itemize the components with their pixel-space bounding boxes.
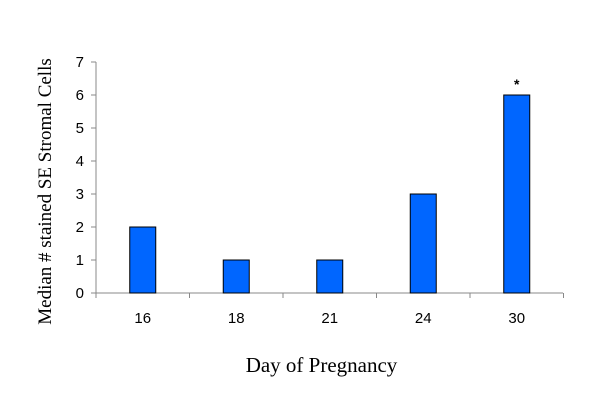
x-tick-label: 18 [228, 310, 245, 327]
y-tick-label: 7 [76, 54, 84, 71]
significance-marker: * [514, 76, 520, 92]
y-tick-label: 3 [76, 186, 84, 203]
bar [503, 94, 531, 294]
x-axis-title: Day of Pregnancy [246, 353, 398, 377]
bar [316, 259, 344, 294]
y-tick-label: 1 [76, 252, 84, 269]
y-tick-label: 4 [76, 153, 84, 170]
bar [409, 193, 437, 294]
bar [129, 226, 157, 294]
bar [222, 259, 250, 294]
x-tick-label: 30 [508, 310, 525, 327]
x-tick-label: 21 [321, 310, 338, 327]
plot-area: 0 1 2 3 4 5 6 7 16 18 21 24 30 * [76, 54, 564, 327]
y-tick-label: 5 [76, 120, 84, 137]
y-axis-title: Median # stained SE Stromal Cells [35, 58, 56, 325]
y-tick-label: 6 [76, 87, 84, 104]
y-tick-label: 2 [76, 219, 84, 236]
y-tick-label: 0 [76, 285, 84, 302]
x-tick-label: 16 [134, 310, 151, 327]
x-tick-label: 24 [415, 310, 432, 327]
